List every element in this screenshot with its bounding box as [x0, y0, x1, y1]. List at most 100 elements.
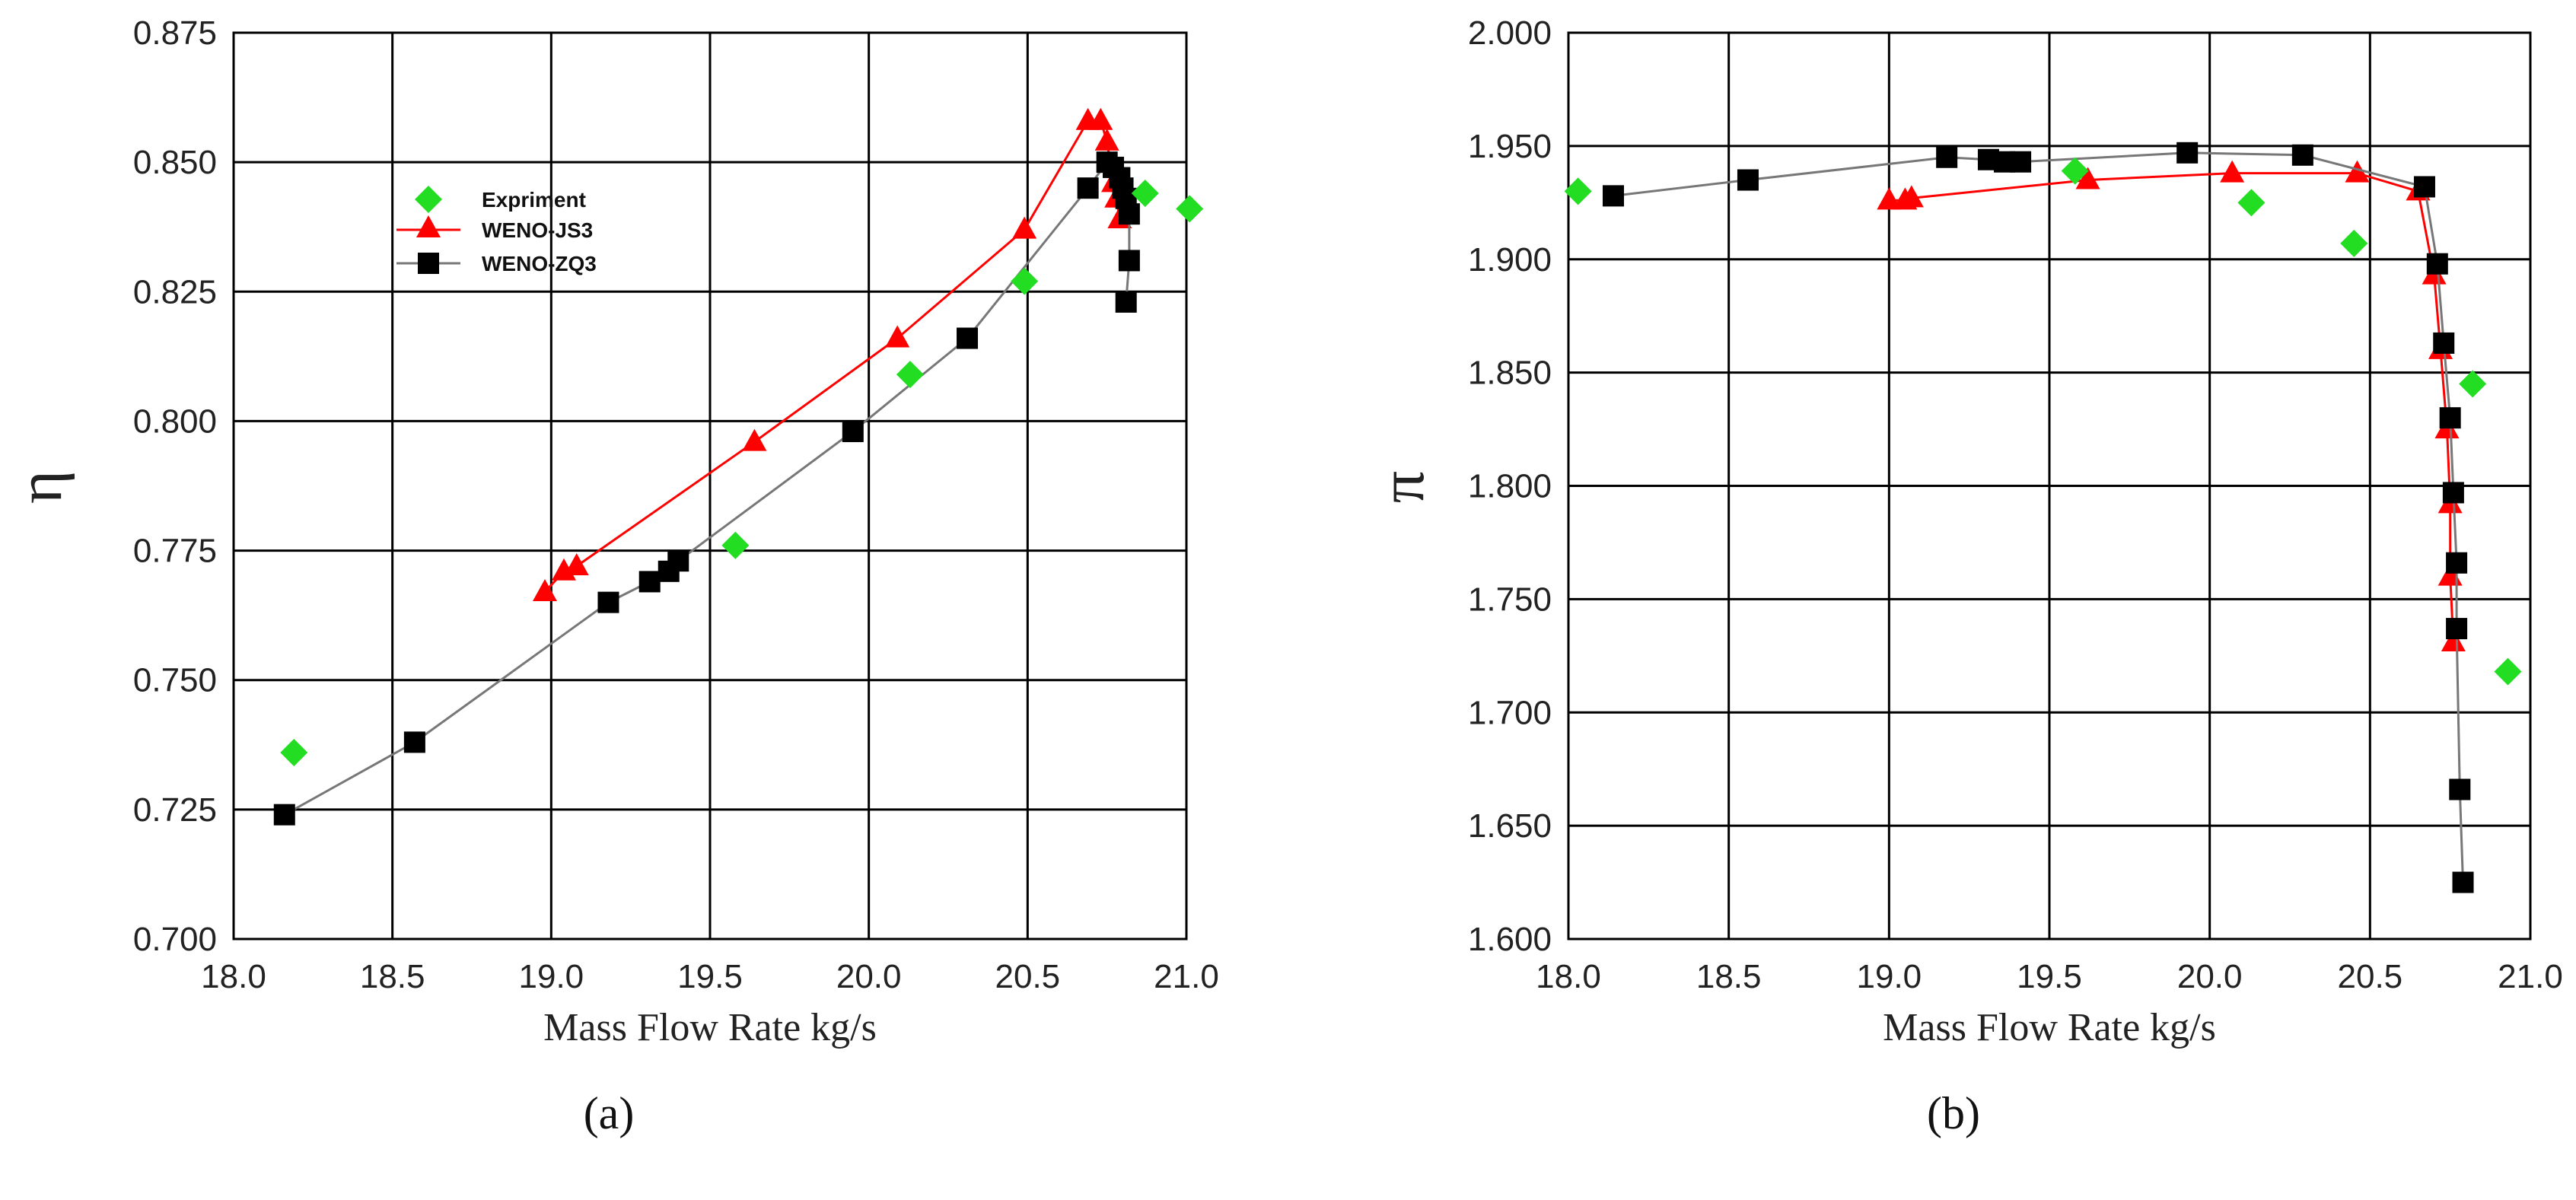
y-tick-label: 1.600: [1468, 921, 1552, 958]
data-point: [1012, 216, 1037, 239]
panel-b: 18.0 18.5 19.0 19.5 20.0 20.5 21.0 1.600 1.650 1.…: [1367, 14, 2563, 1049]
data-point: [2291, 144, 2313, 166]
legend-marker: [418, 253, 439, 274]
x-tick-label: 19.0: [519, 958, 584, 995]
y-tick-label: 0.725: [133, 791, 217, 829]
x-tick-label: 18.5: [360, 958, 425, 995]
x-tick-label: 19.5: [677, 958, 743, 995]
data-point: [2237, 189, 2266, 217]
data-point: [2439, 407, 2461, 429]
data-point: [1118, 203, 1140, 225]
x-axis-label: Mass Flow Rate kg/s: [543, 1006, 877, 1049]
y-tick-label: 1.650: [1468, 807, 1552, 845]
series-weno-zq3: [273, 151, 1140, 826]
series-line: [284, 160, 1131, 816]
data-point: [280, 738, 308, 766]
panel-a: 18.0 18.5 19.0 19.5 20.0 20.5 21.0 0.700 0.725 0.…: [5, 14, 1219, 1049]
legend-marker: [416, 215, 441, 237]
y-tick-label: 0.825: [133, 273, 217, 310]
y-tick-label: 1.800: [1468, 468, 1552, 505]
caption-a: (a): [584, 1088, 635, 1138]
x-tick-label: 19.5: [2017, 958, 2082, 995]
x-tick-label: 21.0: [2498, 958, 2563, 995]
data-point: [885, 325, 910, 348]
x-tick-label: 18.0: [201, 958, 266, 995]
data-point: [1094, 128, 1119, 151]
data-point: [1737, 169, 1759, 191]
data-point: [2340, 229, 2368, 257]
data-point: [842, 421, 864, 443]
data-point: [1176, 195, 1204, 223]
data-point: [2433, 332, 2455, 354]
data-point: [403, 731, 425, 753]
series-weno-js3: [1877, 160, 2466, 651]
data-point: [1936, 146, 1958, 168]
series-line: [543, 119, 1121, 594]
series-expriment: [280, 179, 1204, 766]
data-point: [2441, 629, 2466, 651]
data-point: [2345, 160, 2370, 183]
y-tick-label: 1.850: [1468, 355, 1552, 392]
y-tick-label: 1.700: [1468, 694, 1552, 731]
y-tick-label: 2.000: [1468, 14, 1552, 52]
data-point: [721, 531, 750, 559]
data-point: [1564, 177, 1592, 205]
y-tick-label: 1.750: [1468, 581, 1552, 618]
series-weno-js3: [532, 107, 1132, 602]
x-tick-label: 18.0: [1536, 958, 1601, 995]
data-point: [2176, 142, 2199, 164]
data-point: [2220, 160, 2245, 183]
data-point: [2494, 657, 2522, 686]
data-point: [638, 571, 661, 593]
y-tick-label: 1.900: [1468, 241, 1552, 279]
data-point: [1602, 185, 1624, 207]
data-point: [1011, 267, 1039, 295]
x-tick-label: 20.5: [2338, 958, 2403, 995]
y-tick-label: 1.950: [1468, 128, 1552, 165]
series-weno-zq3: [1602, 142, 2474, 893]
x-tick-label: 18.5: [1696, 958, 1762, 995]
y-axis-label: η: [5, 470, 75, 504]
y-tick-label: 0.875: [133, 14, 217, 52]
data-point: [667, 550, 689, 572]
data-point: [597, 591, 619, 613]
data-point: [273, 804, 295, 826]
legend-marker: [415, 186, 442, 213]
series-line: [1889, 172, 2455, 642]
y-tick-label: 0.800: [133, 403, 217, 440]
legend-label: Expriment: [482, 188, 586, 212]
legend: Expriment WENO-JS3 WENO-ZQ3: [396, 186, 597, 275]
x-tick-label: 20.5: [995, 958, 1061, 995]
data-point: [2426, 253, 2448, 275]
y-tick-label: 0.850: [133, 144, 217, 181]
x-tick-label: 20.0: [836, 958, 902, 995]
data-point: [896, 361, 924, 389]
data-point: [2446, 618, 2468, 640]
data-point: [2413, 176, 2435, 198]
data-point: [532, 579, 557, 602]
y-tick-label: 0.700: [133, 921, 217, 958]
data-point: [742, 428, 767, 451]
data-point: [2442, 482, 2464, 504]
series-expriment: [1564, 157, 2522, 686]
x-axis-label: Mass Flow Rate kg/s: [1883, 1006, 2216, 1049]
data-point: [2061, 157, 2089, 185]
data-point: [2452, 871, 2474, 893]
x-tick-label: 21.0: [1154, 958, 1219, 995]
x-tick-label: 20.0: [2177, 958, 2243, 995]
data-point: [1899, 185, 1924, 208]
data-point: [2459, 370, 2487, 398]
legend-label: WENO-JS3: [482, 218, 593, 242]
y-tick-label: 0.775: [133, 533, 217, 570]
data-point: [2075, 167, 2100, 189]
data-point: [1131, 179, 1159, 207]
data-point: [564, 552, 589, 575]
series-line: [1613, 151, 2464, 883]
y-axis-label: π: [1367, 471, 1438, 503]
caption-b: (b): [1927, 1088, 1980, 1138]
data-point: [2449, 778, 2471, 801]
x-tick-label: 19.0: [1857, 958, 1922, 995]
data-point: [1115, 291, 1137, 313]
y-tick-label: 0.750: [133, 662, 217, 699]
